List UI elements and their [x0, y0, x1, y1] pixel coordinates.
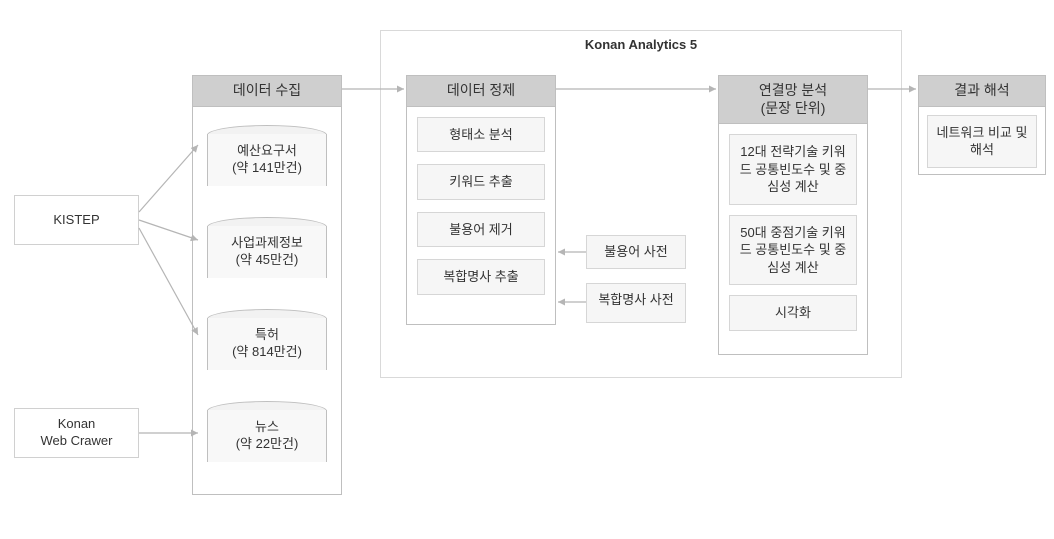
column-network: 연결망 분석 (문장 단위) 12대 전략기술 키워드 공통빈도수 및 중심성 …	[718, 75, 868, 355]
column-network-header-l1: 연결망 분석	[723, 82, 863, 100]
arrow-kistep-to-patent	[139, 228, 198, 335]
source-kistep-label: KISTEP	[53, 212, 99, 229]
group-title: Konan Analytics 5	[381, 31, 901, 54]
cyl-news-line2: (약 22만건)	[236, 436, 299, 453]
diagram-canvas: KISTEP Konan Web Crawer Konan Analytics …	[0, 0, 1054, 539]
source-kistep: KISTEP	[14, 195, 139, 245]
cell-morph: 형태소 분석	[417, 117, 545, 153]
column-collect: 데이터 수집 예산요구서 (약 141만건) 사업과제정보 (약 45만건)	[192, 75, 342, 495]
cylinder-news: 뉴스 (약 22만건)	[207, 401, 327, 471]
cyl-budget-line1: 예산요구서	[232, 143, 302, 160]
column-result-body: 네트워크 비교 및 해석	[919, 107, 1045, 176]
dict-stopword: 불용어 사전	[586, 235, 686, 269]
cylinder-patent: 특허 (약 814만건)	[207, 309, 327, 379]
cell-viz: 시각화	[729, 295, 857, 331]
dict-compound: 복합명사 사전	[586, 283, 686, 323]
cell-keyword: 키워드 추출	[417, 164, 545, 200]
cyl-patent-line1: 특허	[232, 327, 302, 344]
column-collect-body: 예산요구서 (약 141만건) 사업과제정보 (약 45만건) 특허	[193, 107, 341, 481]
column-refine-body: 형태소 분석 키워드 추출 불용어 제거 복합명사 추출	[407, 107, 555, 305]
column-collect-header: 데이터 수집	[193, 76, 341, 107]
column-network-header-l2: (문장 단위)	[723, 100, 863, 118]
column-refine: 데이터 정제 형태소 분석 키워드 추출 불용어 제거 복합명사 추출	[406, 75, 556, 325]
cyl-budget-line2: (약 141만건)	[232, 160, 302, 177]
arrow-kistep-to-budget	[139, 145, 198, 212]
cell-stopword-remove: 불용어 제거	[417, 212, 545, 248]
cylinder-project: 사업과제정보 (약 45만건)	[207, 217, 327, 287]
column-result-header: 결과 해석	[919, 76, 1045, 107]
cyl-news-line1: 뉴스	[236, 419, 299, 436]
arrow-kistep-to-project	[139, 220, 198, 240]
cyl-project-line2: (약 45만건)	[231, 252, 303, 269]
cell-result: 네트워크 비교 및 해석	[927, 115, 1037, 168]
column-network-body: 12대 전략기술 키워드 공통빈도수 및 중심성 계산 50대 중점기술 키워드…	[719, 124, 867, 341]
cyl-patent-line2: (약 814만건)	[232, 344, 302, 361]
cell-12tech: 12대 전략기술 키워드 공통빈도수 및 중심성 계산	[729, 134, 857, 205]
column-network-header: 연결망 분석 (문장 단위)	[719, 76, 867, 124]
source-konan-crawler: Konan Web Crawer	[14, 408, 139, 458]
dict-stopword-label: 불용어 사전	[604, 244, 667, 259]
cylinder-budget: 예산요구서 (약 141만건)	[207, 125, 327, 195]
source-konan-crawler-label: Konan Web Crawer	[40, 416, 112, 450]
column-result: 결과 해석 네트워크 비교 및 해석	[918, 75, 1046, 175]
column-refine-header: 데이터 정제	[407, 76, 555, 107]
cyl-project-line1: 사업과제정보	[231, 235, 303, 252]
cell-compound-extract: 복합명사 추출	[417, 259, 545, 295]
dict-compound-label: 복합명사 사전	[598, 292, 673, 307]
cell-50tech: 50대 중점기술 키워드 공통빈도수 및 중심성 계산	[729, 215, 857, 286]
